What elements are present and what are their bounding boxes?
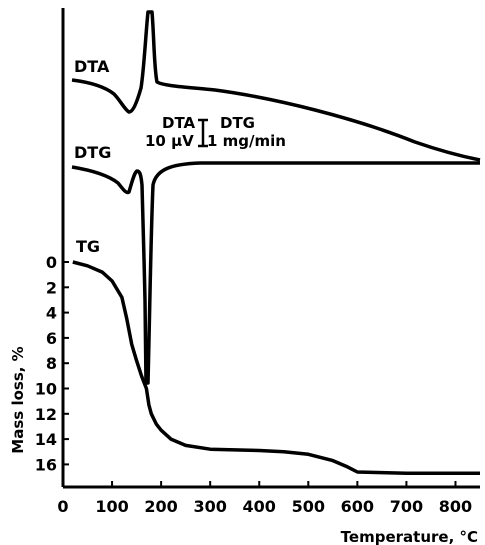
scale-dtg-value: 1 mg/min (207, 132, 286, 150)
y-tick-label: 8 (46, 354, 57, 373)
y-tick-labels: 0 2 4 6 8 10 12 14 16 (35, 253, 69, 474)
scale-bar-annotation: DTA 10 μV DTG 1 mg/min (145, 114, 286, 150)
x-tick-label: 200 (144, 497, 177, 516)
x-tick-label: 100 (95, 497, 128, 516)
y-tick-label: 0 (46, 253, 57, 272)
x-tick-labels: 0 100 200 300 400 500 600 700 800 (57, 481, 472, 516)
x-tick-label: 300 (193, 497, 226, 516)
x-tick-label: 600 (341, 497, 374, 516)
dtg-curve (71, 161, 480, 385)
x-tick-label: 0 (57, 497, 68, 516)
x-tick-label: 400 (243, 497, 276, 516)
x-tick-label: 500 (292, 497, 325, 516)
y-tick-label: 12 (35, 405, 57, 424)
y-tick-label: 6 (46, 329, 57, 348)
scale-dta-value: 10 μV (145, 132, 194, 150)
x-axis-title: Temperature, °C (341, 528, 478, 545)
dta-curve (71, 10, 481, 162)
dtg-label: DTG (74, 143, 111, 162)
x-tick-label: 700 (390, 497, 423, 516)
y-tick-label: 2 (46, 278, 57, 297)
dta-label: DTA (74, 57, 110, 76)
y-tick-label: 10 (35, 380, 57, 399)
y-tick-label: 4 (46, 304, 57, 323)
tg-label: TG (76, 237, 100, 256)
y-axis-title: Mass loss, % (9, 346, 27, 453)
tg-curve (72, 260, 480, 476)
scale-dtg-label: DTG (220, 114, 255, 132)
y-tick-label: 16 (35, 455, 57, 474)
scale-dta-label: DTA (162, 114, 196, 132)
x-tick-label: 800 (439, 497, 472, 516)
y-tick-label: 14 (35, 430, 57, 449)
